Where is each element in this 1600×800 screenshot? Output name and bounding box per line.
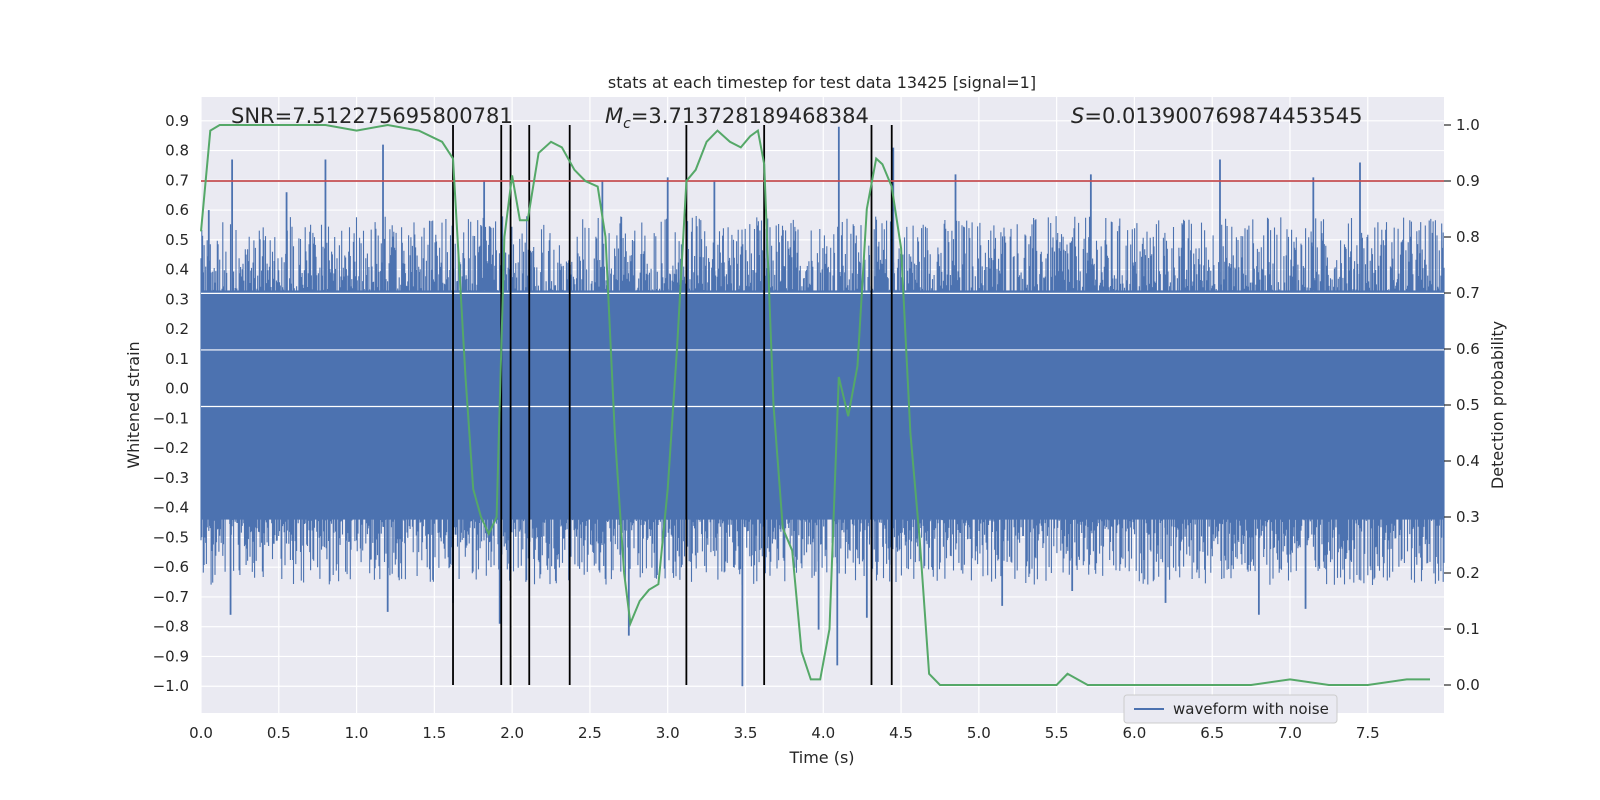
legend: waveform with noise — [1123, 694, 1338, 724]
x-tick-label: 3.5 — [734, 724, 758, 742]
x-axis-label: Time (s) — [788, 748, 854, 767]
y-axis-label-right: Detection probability — [1488, 321, 1507, 489]
mc-subscript: c — [623, 116, 631, 132]
probability-layer — [200, 123, 1444, 686]
s-annotation: S=0.013900769874453545 — [1071, 104, 1362, 128]
y-tick-label: 0.9 — [165, 112, 189, 130]
y-axis-label-left: Whitened strain — [124, 341, 143, 468]
y-tick-label: −0.5 — [153, 528, 189, 546]
x-tick-label: 1.5 — [422, 724, 446, 742]
y-right-tick-label: 0.4 — [1456, 452, 1480, 470]
x-tick-label: 6.0 — [1122, 724, 1146, 742]
x-tick-label: 3.0 — [656, 724, 680, 742]
y-tick-label: −0.1 — [153, 409, 189, 427]
s-symbol: S — [1071, 104, 1084, 128]
y-tick-label: −0.6 — [153, 558, 189, 576]
y-tick-label: 0.3 — [165, 290, 189, 308]
y-tick-label: 0.1 — [165, 350, 189, 368]
x-tick-label: 1.0 — [345, 724, 369, 742]
y-tick-label: 0.6 — [165, 201, 189, 219]
y-right-tick-label: 0.6 — [1456, 340, 1480, 358]
x-tick-label: 7.0 — [1278, 724, 1302, 742]
y-right-tick-label: 0.5 — [1456, 396, 1480, 414]
y-right-tick-label: 0.8 — [1456, 228, 1480, 246]
x-tick-label: 5.0 — [967, 724, 991, 742]
detection-probability-line — [200, 123, 1430, 686]
y-tick-label: −0.3 — [153, 469, 189, 487]
legend-box — [1123, 694, 1338, 724]
waveform-series — [200, 126, 1445, 687]
x-tick-label: 0.0 — [189, 724, 213, 742]
y-right-tick-label: 0.7 — [1456, 284, 1480, 302]
x-tick-label: 5.5 — [1045, 724, 1069, 742]
x-tick-label: 7.5 — [1356, 724, 1380, 742]
x-tick-label: 4.5 — [889, 724, 913, 742]
y-tick-label: −0.2 — [153, 439, 189, 457]
y-right-tick-label: 0.2 — [1456, 564, 1480, 582]
y-tick-label: −0.7 — [153, 588, 189, 606]
y-tick-label: 0.2 — [165, 320, 189, 338]
y-tick-label: 0.8 — [165, 142, 189, 160]
y-tick-label: −0.8 — [153, 618, 189, 636]
chart-title: stats at each timestep for test data 134… — [608, 73, 1036, 92]
y-tick-label: −1.0 — [153, 677, 189, 695]
x-tick-label: 6.5 — [1200, 724, 1224, 742]
y-tick-label: 0.5 — [165, 231, 189, 249]
x-tick-label: 2.0 — [500, 724, 524, 742]
y-tick-label: −0.9 — [153, 647, 189, 665]
s-value: =0.013900769874453545 — [1084, 104, 1362, 128]
mc-value: =3.713728189468384 — [631, 104, 869, 128]
y-right-tick-label: 1.0 — [1456, 116, 1480, 134]
y-tick-label: 0.4 — [165, 261, 189, 279]
x-tick-label: 2.5 — [578, 724, 602, 742]
y-tick-label: 0.7 — [165, 171, 189, 189]
y-tick-label: −0.4 — [153, 499, 189, 517]
y-tick-label: 0.0 — [165, 380, 189, 398]
snr-annotation: SNR=7.512275695800781 — [231, 104, 513, 128]
mc-annotation: Mc=3.713728189468384 — [605, 104, 869, 132]
y-right-tick-label: 0.0 — [1456, 676, 1480, 694]
axis-ticks: 0.0 0.5 1.0 1.5 2.0 2.5 3.0 3.5 4.0 4.5 5.0 5.5 6.0 6… — [153, 112, 1480, 742]
x-tick-label: 0.5 — [267, 724, 291, 742]
legend-label: waveform with noise — [1173, 700, 1329, 718]
x-tick-label: 4.0 — [811, 724, 835, 742]
mc-symbol: M — [605, 104, 623, 128]
waveform-core-band — [201, 290, 1444, 520]
y-right-tick-label: 0.9 — [1456, 172, 1480, 190]
event-lines — [452, 125, 893, 685]
y-right-tick-label: 0.1 — [1456, 620, 1480, 638]
y-right-tick-label: 0.3 — [1456, 508, 1480, 526]
